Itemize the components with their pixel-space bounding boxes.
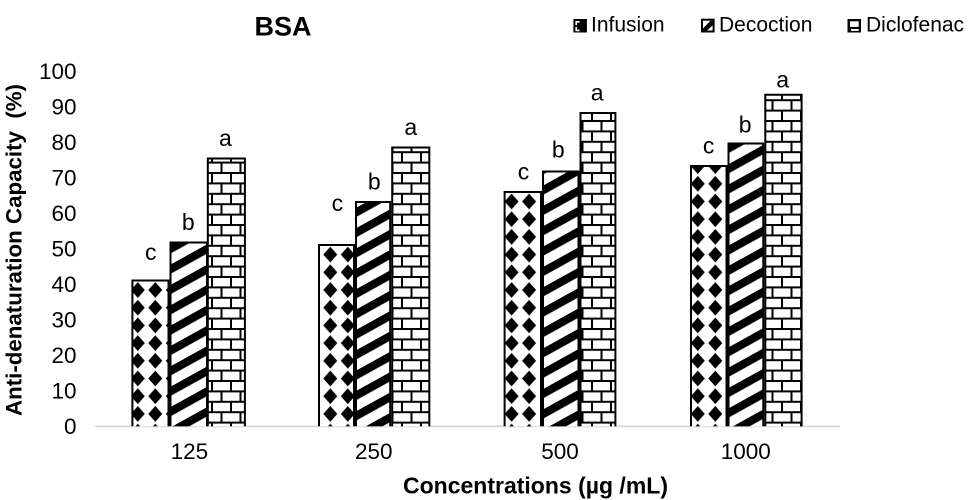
svg-text:0: 0 [64, 414, 77, 439]
svg-text:a: a [776, 67, 789, 93]
svg-text:70: 70 [51, 165, 76, 190]
svg-text:125: 125 [171, 439, 209, 464]
svg-text:BSA: BSA [254, 11, 311, 41]
svg-text:Infusion: Infusion [591, 14, 665, 37]
svg-text:a: a [404, 114, 417, 140]
svg-text:250: 250 [355, 439, 393, 464]
svg-text:b: b [739, 112, 752, 138]
svg-text:500: 500 [541, 439, 579, 464]
svg-text:b: b [182, 209, 195, 235]
svg-text:80: 80 [51, 130, 76, 155]
svg-text:1000: 1000 [721, 439, 771, 464]
svg-text:a: a [591, 80, 604, 106]
svg-text:c: c [518, 159, 530, 185]
svg-text:c: c [145, 239, 157, 265]
svg-text:Concentrations (µg /mL): Concentrations (µg /mL) [403, 472, 668, 498]
svg-text:c: c [703, 133, 715, 159]
svg-text:b: b [368, 169, 381, 195]
svg-text:Decoction: Decoction [719, 14, 812, 37]
svg-text:60: 60 [51, 201, 76, 226]
svg-text:b: b [552, 137, 565, 163]
svg-text:Diclofenac: Diclofenac [866, 14, 964, 37]
svg-text:30: 30 [51, 308, 76, 333]
svg-text:c: c [332, 190, 344, 216]
svg-text:90: 90 [51, 94, 76, 119]
svg-text:20: 20 [51, 343, 76, 368]
svg-text:10: 10 [51, 379, 76, 404]
svg-text:40: 40 [51, 272, 76, 297]
svg-text:100: 100 [39, 59, 77, 84]
svg-text:50: 50 [51, 237, 76, 262]
svg-text:Anti-denaturation Capacity (%: Anti-denaturation Capacity (%) [1, 84, 26, 416]
svg-text:a: a [219, 125, 232, 151]
